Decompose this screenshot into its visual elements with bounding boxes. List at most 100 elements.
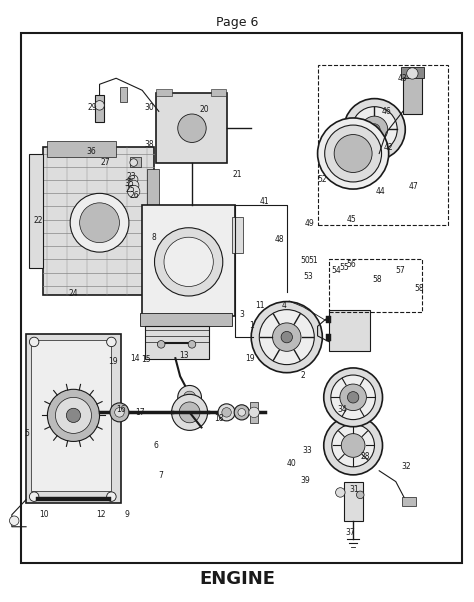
Circle shape (352, 107, 397, 152)
Text: 37: 37 (345, 529, 355, 537)
Bar (250, 402, 258, 423)
Text: 55: 55 (340, 264, 349, 272)
Bar (140, 313, 232, 326)
Text: 49: 49 (304, 220, 314, 228)
Text: 10: 10 (39, 510, 48, 519)
Bar (36, 497, 111, 501)
Text: 51: 51 (308, 256, 318, 264)
Text: 42: 42 (384, 143, 393, 152)
Circle shape (331, 375, 375, 420)
Circle shape (70, 193, 129, 252)
Text: 21: 21 (232, 170, 242, 179)
Bar (318, 65, 448, 225)
Circle shape (9, 516, 19, 526)
Circle shape (130, 159, 137, 166)
Circle shape (128, 180, 139, 191)
Circle shape (110, 403, 129, 422)
Circle shape (407, 68, 418, 79)
Bar (156, 89, 172, 96)
Text: 50: 50 (300, 256, 310, 264)
Bar (344, 482, 363, 521)
Text: 38: 38 (145, 140, 154, 149)
Text: 52: 52 (318, 175, 327, 184)
Text: 24: 24 (68, 289, 78, 297)
Text: 5: 5 (25, 429, 29, 438)
Text: 45: 45 (346, 216, 356, 224)
Bar (29, 154, 43, 268)
Circle shape (325, 125, 382, 182)
Circle shape (29, 492, 39, 501)
Text: 6: 6 (154, 441, 159, 450)
Circle shape (324, 416, 383, 475)
Bar (43, 147, 154, 295)
Text: 58: 58 (372, 276, 382, 284)
Text: 19: 19 (108, 357, 118, 365)
Text: 7: 7 (159, 471, 164, 480)
Bar (120, 87, 127, 102)
Text: 11: 11 (255, 301, 264, 309)
Text: 20: 20 (200, 105, 210, 114)
Text: 47: 47 (409, 182, 419, 191)
Circle shape (332, 424, 374, 467)
Bar (329, 259, 422, 312)
Circle shape (341, 433, 365, 458)
Circle shape (128, 185, 140, 197)
Text: 34: 34 (337, 405, 347, 414)
Circle shape (318, 118, 389, 189)
Circle shape (164, 237, 213, 287)
Circle shape (281, 332, 292, 343)
Circle shape (155, 228, 223, 296)
Bar (211, 89, 226, 96)
Bar (21, 33, 462, 563)
Text: 28: 28 (360, 452, 370, 461)
Circle shape (157, 341, 165, 348)
Text: 13: 13 (179, 351, 189, 359)
Bar (147, 169, 159, 229)
Circle shape (369, 124, 380, 135)
Bar (26, 334, 121, 503)
Text: 58: 58 (414, 285, 424, 293)
Text: 15: 15 (141, 356, 151, 364)
Circle shape (347, 392, 359, 403)
Circle shape (179, 402, 200, 423)
Text: 32: 32 (402, 462, 411, 471)
Bar (232, 217, 243, 253)
Circle shape (238, 409, 246, 416)
Bar (95, 95, 104, 122)
Text: 16: 16 (116, 405, 126, 414)
Circle shape (115, 408, 124, 417)
Circle shape (273, 323, 301, 352)
Circle shape (336, 488, 345, 497)
Text: 56: 56 (346, 261, 356, 269)
Text: 53: 53 (304, 273, 313, 281)
Text: 18: 18 (214, 414, 224, 423)
Bar (156, 93, 227, 163)
Text: 41: 41 (259, 197, 269, 206)
Text: 19: 19 (246, 354, 255, 362)
Bar (403, 69, 422, 114)
Circle shape (178, 385, 201, 409)
Text: 35: 35 (124, 179, 134, 188)
Circle shape (107, 492, 116, 501)
Text: 57: 57 (396, 267, 405, 275)
Circle shape (340, 384, 366, 411)
Text: 39: 39 (301, 476, 310, 485)
Circle shape (222, 408, 231, 417)
Text: 27: 27 (100, 158, 110, 167)
Text: 36: 36 (87, 147, 96, 156)
Text: 25: 25 (126, 185, 135, 194)
Text: 12: 12 (97, 510, 106, 519)
Circle shape (107, 337, 116, 347)
Text: 2: 2 (300, 371, 305, 379)
Text: 44: 44 (376, 187, 385, 196)
Bar (130, 157, 141, 167)
Circle shape (361, 116, 388, 143)
Circle shape (251, 302, 322, 373)
Text: 8: 8 (152, 234, 156, 242)
Circle shape (259, 309, 314, 365)
Bar (329, 310, 370, 351)
Text: 22: 22 (33, 217, 43, 225)
Circle shape (344, 99, 405, 160)
Circle shape (234, 405, 249, 420)
Text: 48: 48 (275, 235, 284, 244)
